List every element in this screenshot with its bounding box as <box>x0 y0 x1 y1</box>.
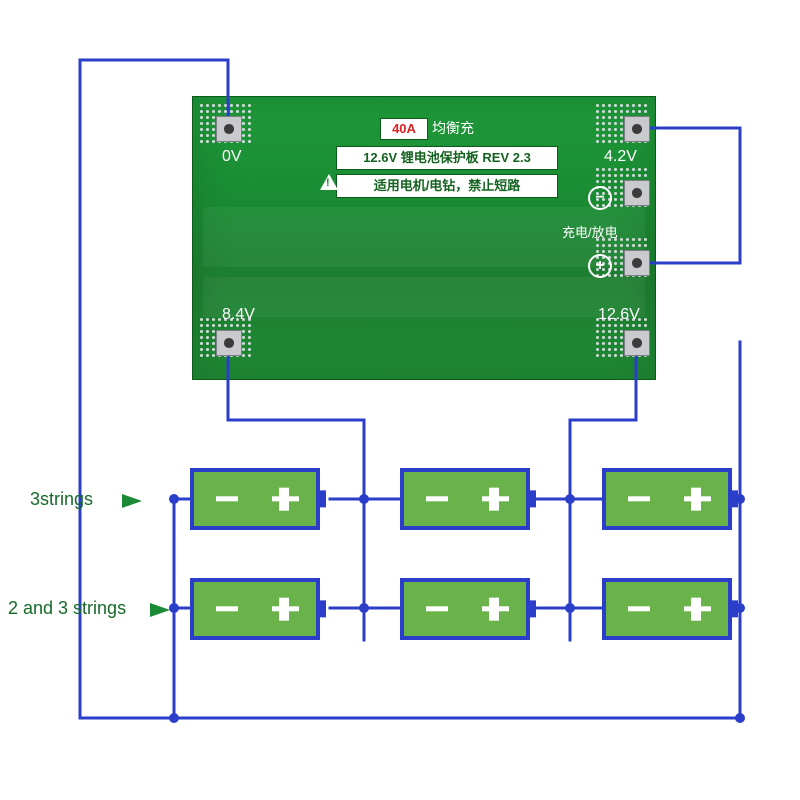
pad-label-8v4: 8.4V <box>222 306 255 324</box>
solder-pad-p-minus <box>624 180 650 206</box>
badge-40a-side: 均衡充 <box>432 118 474 138</box>
battery-cell <box>602 468 732 530</box>
pcb-labelbox-2: 适用电机/电钻，禁止短路 <box>336 174 558 198</box>
battery-cell <box>190 578 320 640</box>
label-charge-discharge: 充电/放电 <box>562 222 618 241</box>
terminal-plus-icon: + <box>588 254 612 278</box>
battery-cell <box>190 468 320 530</box>
battery-cell <box>400 468 530 530</box>
terminal-minus-icon: − <box>588 186 612 210</box>
diagram-stage: 3strings 2 and 3 strings 0V 4.2V 8.4V 12.6V… <box>0 0 800 800</box>
battery-cell <box>602 578 732 640</box>
warning-mark: ! <box>326 177 330 189</box>
label-2and3strings: 2 and 3 strings <box>8 598 126 619</box>
arrow-2and3strings <box>150 603 170 617</box>
label-3strings: 3strings <box>30 489 93 510</box>
badge-40a: 40A <box>380 118 428 140</box>
pad-label-12v6: 12.6V <box>598 306 640 324</box>
solder-pad-12v6 <box>624 330 650 356</box>
pad-label-4v2: 4.2V <box>604 148 637 166</box>
battery-cell <box>400 578 530 640</box>
solder-pad-4v2 <box>624 116 650 142</box>
solder-pad-p-plus <box>624 250 650 276</box>
solder-pad-0v <box>216 116 242 142</box>
pad-label-0v: 0V <box>222 148 242 166</box>
pcb-labelbox-1: 12.6V 锂电池保护板 REV 2.3 <box>336 146 558 170</box>
solder-pad-8v4 <box>216 330 242 356</box>
arrow-3strings <box>122 494 142 508</box>
